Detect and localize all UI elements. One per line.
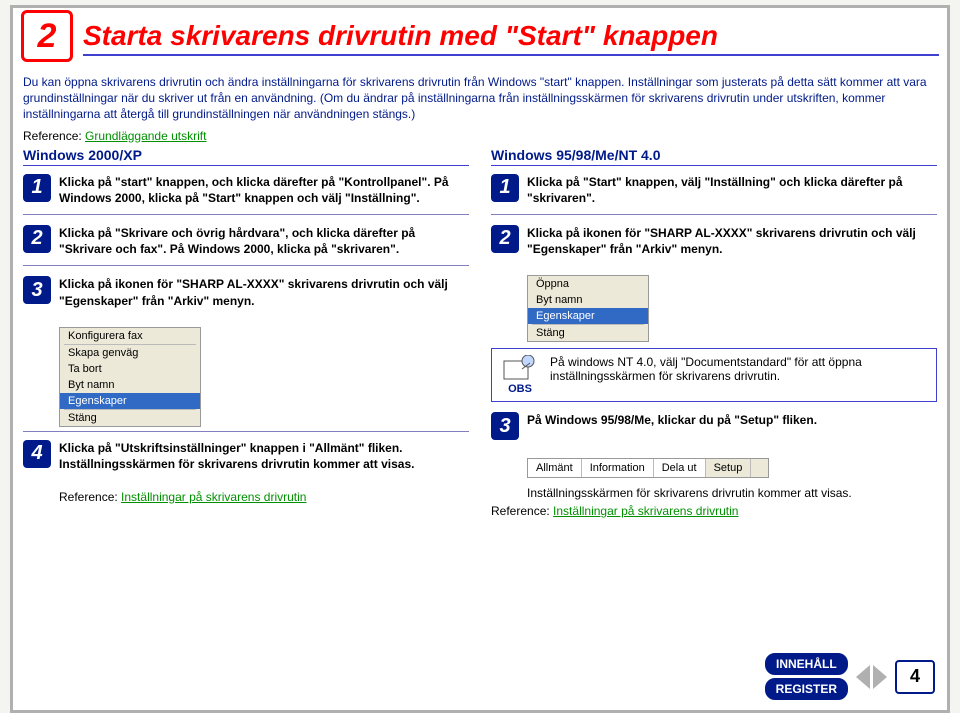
step-left-4: 4 Klicka på "Utskriftsinställninger" kna… (23, 431, 469, 480)
menu-item: Stäng (60, 410, 200, 426)
reference-link-basic-printing[interactable]: Grundläggande utskrift (85, 129, 206, 143)
context-menu-mockup-right: ÖppnaByt namnEgenskaperStäng (527, 275, 649, 342)
context-menu-mockup-left: Konfigurera faxSkapa genvägTa bortByt na… (59, 327, 201, 427)
obs-icon: OBS (498, 355, 542, 395)
step-right-3: 3 På Windows 95/98/Me, klickar du på "Se… (491, 412, 937, 448)
page-arrows (856, 665, 887, 689)
menu-item: Byt namn (528, 292, 648, 308)
page-title: Starta skrivarens drivrutin med "Start" … (83, 20, 939, 56)
reference-line-right: Reference: Inställningar på skrivarens d… (491, 504, 937, 518)
reference-line-left: Reference: Inställningar på skrivarens d… (59, 490, 469, 504)
step-left-2: 2 Klicka på "Skrivare och övrig hårdvara… (23, 225, 469, 266)
reference-label: Reference: (23, 129, 82, 143)
step-body: Klicka på "Skrivare och övrig hårdvara",… (59, 225, 469, 257)
section-badge: 2 (21, 10, 73, 62)
step-number: 4 (23, 440, 51, 468)
reference-label: Reference: (59, 490, 118, 504)
header: 2 Starta skrivarens drivrutin med "Start… (21, 12, 939, 64)
menu-item: Öppna (528, 276, 648, 292)
step-right-2: 2 Klicka på ikonen för "SHARP AL-XXXX" s… (491, 225, 937, 265)
reference-link-driver-settings[interactable]: Inställningar på skrivarens drivrutin (553, 504, 738, 518)
tab: Dela ut (654, 459, 706, 477)
menu-item: Konfigurera fax (60, 328, 200, 344)
menu-item: Byt namn (60, 377, 200, 393)
step-left-3: 3 Klicka på ikonen för "SHARP AL-XXXX" s… (23, 276, 469, 316)
step-right-1: 1 Klicka på "Start" knappen, välj "Instä… (491, 174, 937, 215)
menu-item: Ta bort (60, 361, 200, 377)
step-body: Klicka på "Utskriftsinställninger" knapp… (59, 440, 469, 472)
step-body: Klicka på ikonen för "SHARP AL-XXXX" skr… (527, 225, 937, 257)
step-body: På Windows 95/98/Me, klickar du på "Setu… (527, 412, 817, 440)
tab: Information (582, 459, 654, 477)
menu-item: Stäng (528, 325, 648, 341)
contents-button[interactable]: INNEHÅLL (765, 653, 848, 675)
obs-note-box: OBS På windows NT 4.0, välj "Documentsta… (491, 348, 937, 402)
next-page-arrow[interactable] (873, 665, 887, 689)
os-heading-left: Windows 2000/XP (23, 147, 469, 166)
menu-item: Skapa genväg (60, 345, 200, 361)
step-body: Klicka på ikonen för "SHARP AL-XXXX" skr… (59, 276, 469, 308)
page-number: 4 (895, 660, 935, 694)
obs-label: OBS (498, 383, 542, 395)
menu-item: Egenskaper (528, 308, 648, 324)
step-left-1: 1 Klicka på "start" knappen, och klicka … (23, 174, 469, 215)
step-number: 1 (491, 174, 519, 202)
tab: Setup (706, 459, 752, 477)
tabs-mockup: AllmäntInformationDela utSetup (527, 458, 769, 478)
bottom-nav: INNEHÅLL REGISTER 4 (765, 653, 935, 700)
obs-text: På windows NT 4.0, välj "Documentstandar… (550, 355, 930, 383)
page-container: 2 Starta skrivarens drivrutin med "Start… (10, 5, 950, 713)
step-number: 3 (491, 412, 519, 440)
prev-page-arrow[interactable] (856, 665, 870, 689)
step-body: Klicka på "Start" knappen, välj "Inställ… (527, 174, 937, 206)
column-left: Windows 2000/XP 1 Klicka på "start" knap… (23, 147, 469, 519)
tab: Allmänt (528, 459, 582, 477)
intro-text: Du kan öppna skrivarens drivrutin och än… (23, 74, 937, 123)
reference-link-driver-settings[interactable]: Inställningar på skrivarens drivrutin (121, 490, 306, 504)
menu-item: Egenskaper (60, 393, 200, 409)
step-right-3-extra: Inställningsskärmen för skrivarens drivr… (527, 486, 937, 500)
column-right: Windows 95/98/Me/NT 4.0 1 Klicka på "Sta… (491, 147, 937, 519)
step-body: Klicka på "start" knappen, och klicka dä… (59, 174, 469, 206)
step-number: 1 (23, 174, 51, 202)
register-button[interactable]: REGISTER (765, 678, 848, 700)
step-number: 2 (23, 225, 51, 253)
reference-label: Reference: (491, 504, 550, 518)
os-heading-right: Windows 95/98/Me/NT 4.0 (491, 147, 937, 166)
reference-line-top: Reference: Grundläggande utskrift (23, 129, 937, 143)
step-number: 2 (491, 225, 519, 253)
step-number: 3 (23, 276, 51, 304)
